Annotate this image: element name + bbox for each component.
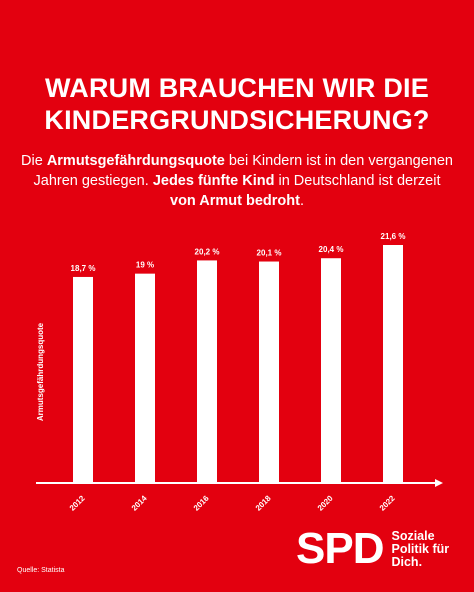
- value-label-2020: 20,4 %: [319, 245, 344, 254]
- subtitle-text-3: in Deutschland ist derzeit: [274, 173, 441, 189]
- value-label-2016: 20,2 %: [195, 247, 220, 256]
- title-line-1: WARUM BRAUCHEN WIR DIE: [45, 73, 429, 103]
- logo-wordmark: SPD: [296, 524, 384, 573]
- chart-subtitle: Die Armutsgefährdungsquote bei Kindern i…: [20, 151, 454, 211]
- y-axis-label: Armutsgefährdungsquote: [36, 322, 45, 421]
- source-note: Quelle: Statista: [17, 567, 65, 574]
- bar-2018: [259, 261, 279, 483]
- subtitle-bold-2: Jedes fünfte Kind: [152, 173, 275, 189]
- logo-slogan: Soziale Politik für Dich.: [391, 528, 463, 569]
- x-tick-2020: 2020: [316, 493, 335, 512]
- bar-2020: [321, 258, 341, 483]
- subtitle-bold-3: von Armut bedroht: [170, 193, 300, 209]
- bar-2012: [73, 276, 93, 483]
- slogan-line-3: Dich.: [391, 554, 423, 569]
- x-tick-2012: 2012: [68, 493, 87, 512]
- slogan-line-1: Soziale: [391, 528, 435, 543]
- spd-logo: SPD Soziale Politik für Dich.: [296, 527, 463, 571]
- title-line-2: KINDERGRUNDSICHERUNG?: [44, 105, 430, 135]
- value-label-2022: 21,6 %: [381, 232, 406, 241]
- x-tick-2018: 2018: [254, 493, 273, 512]
- x-axis-arrow-icon: [435, 479, 443, 487]
- x-tick-2014: 2014: [130, 493, 149, 512]
- subtitle-text-4: .: [299, 193, 304, 209]
- value-label-2018: 20,1 %: [257, 249, 282, 258]
- x-tick-2016: 2016: [192, 493, 211, 512]
- slogan-line-2: Politik für: [391, 541, 450, 556]
- bar-2022: [383, 245, 403, 483]
- subtitle-text-2: bei Kindern ist in den vergangenen Jahre…: [33, 153, 453, 189]
- x-tick-2022: 2022: [378, 493, 397, 512]
- value-label-2014: 19 %: [136, 261, 154, 270]
- chart-title: WARUM BRAUCHEN WIR DIE KINDERGRUNDSICHER…: [0, 72, 474, 136]
- subtitle-bold-1: Armutsgefährdungsquote: [46, 153, 225, 169]
- bar-2014: [135, 273, 155, 483]
- value-label-2012: 18,7 %: [71, 264, 96, 273]
- subtitle-text-1: Die: [21, 153, 47, 169]
- bar-2016: [197, 260, 217, 483]
